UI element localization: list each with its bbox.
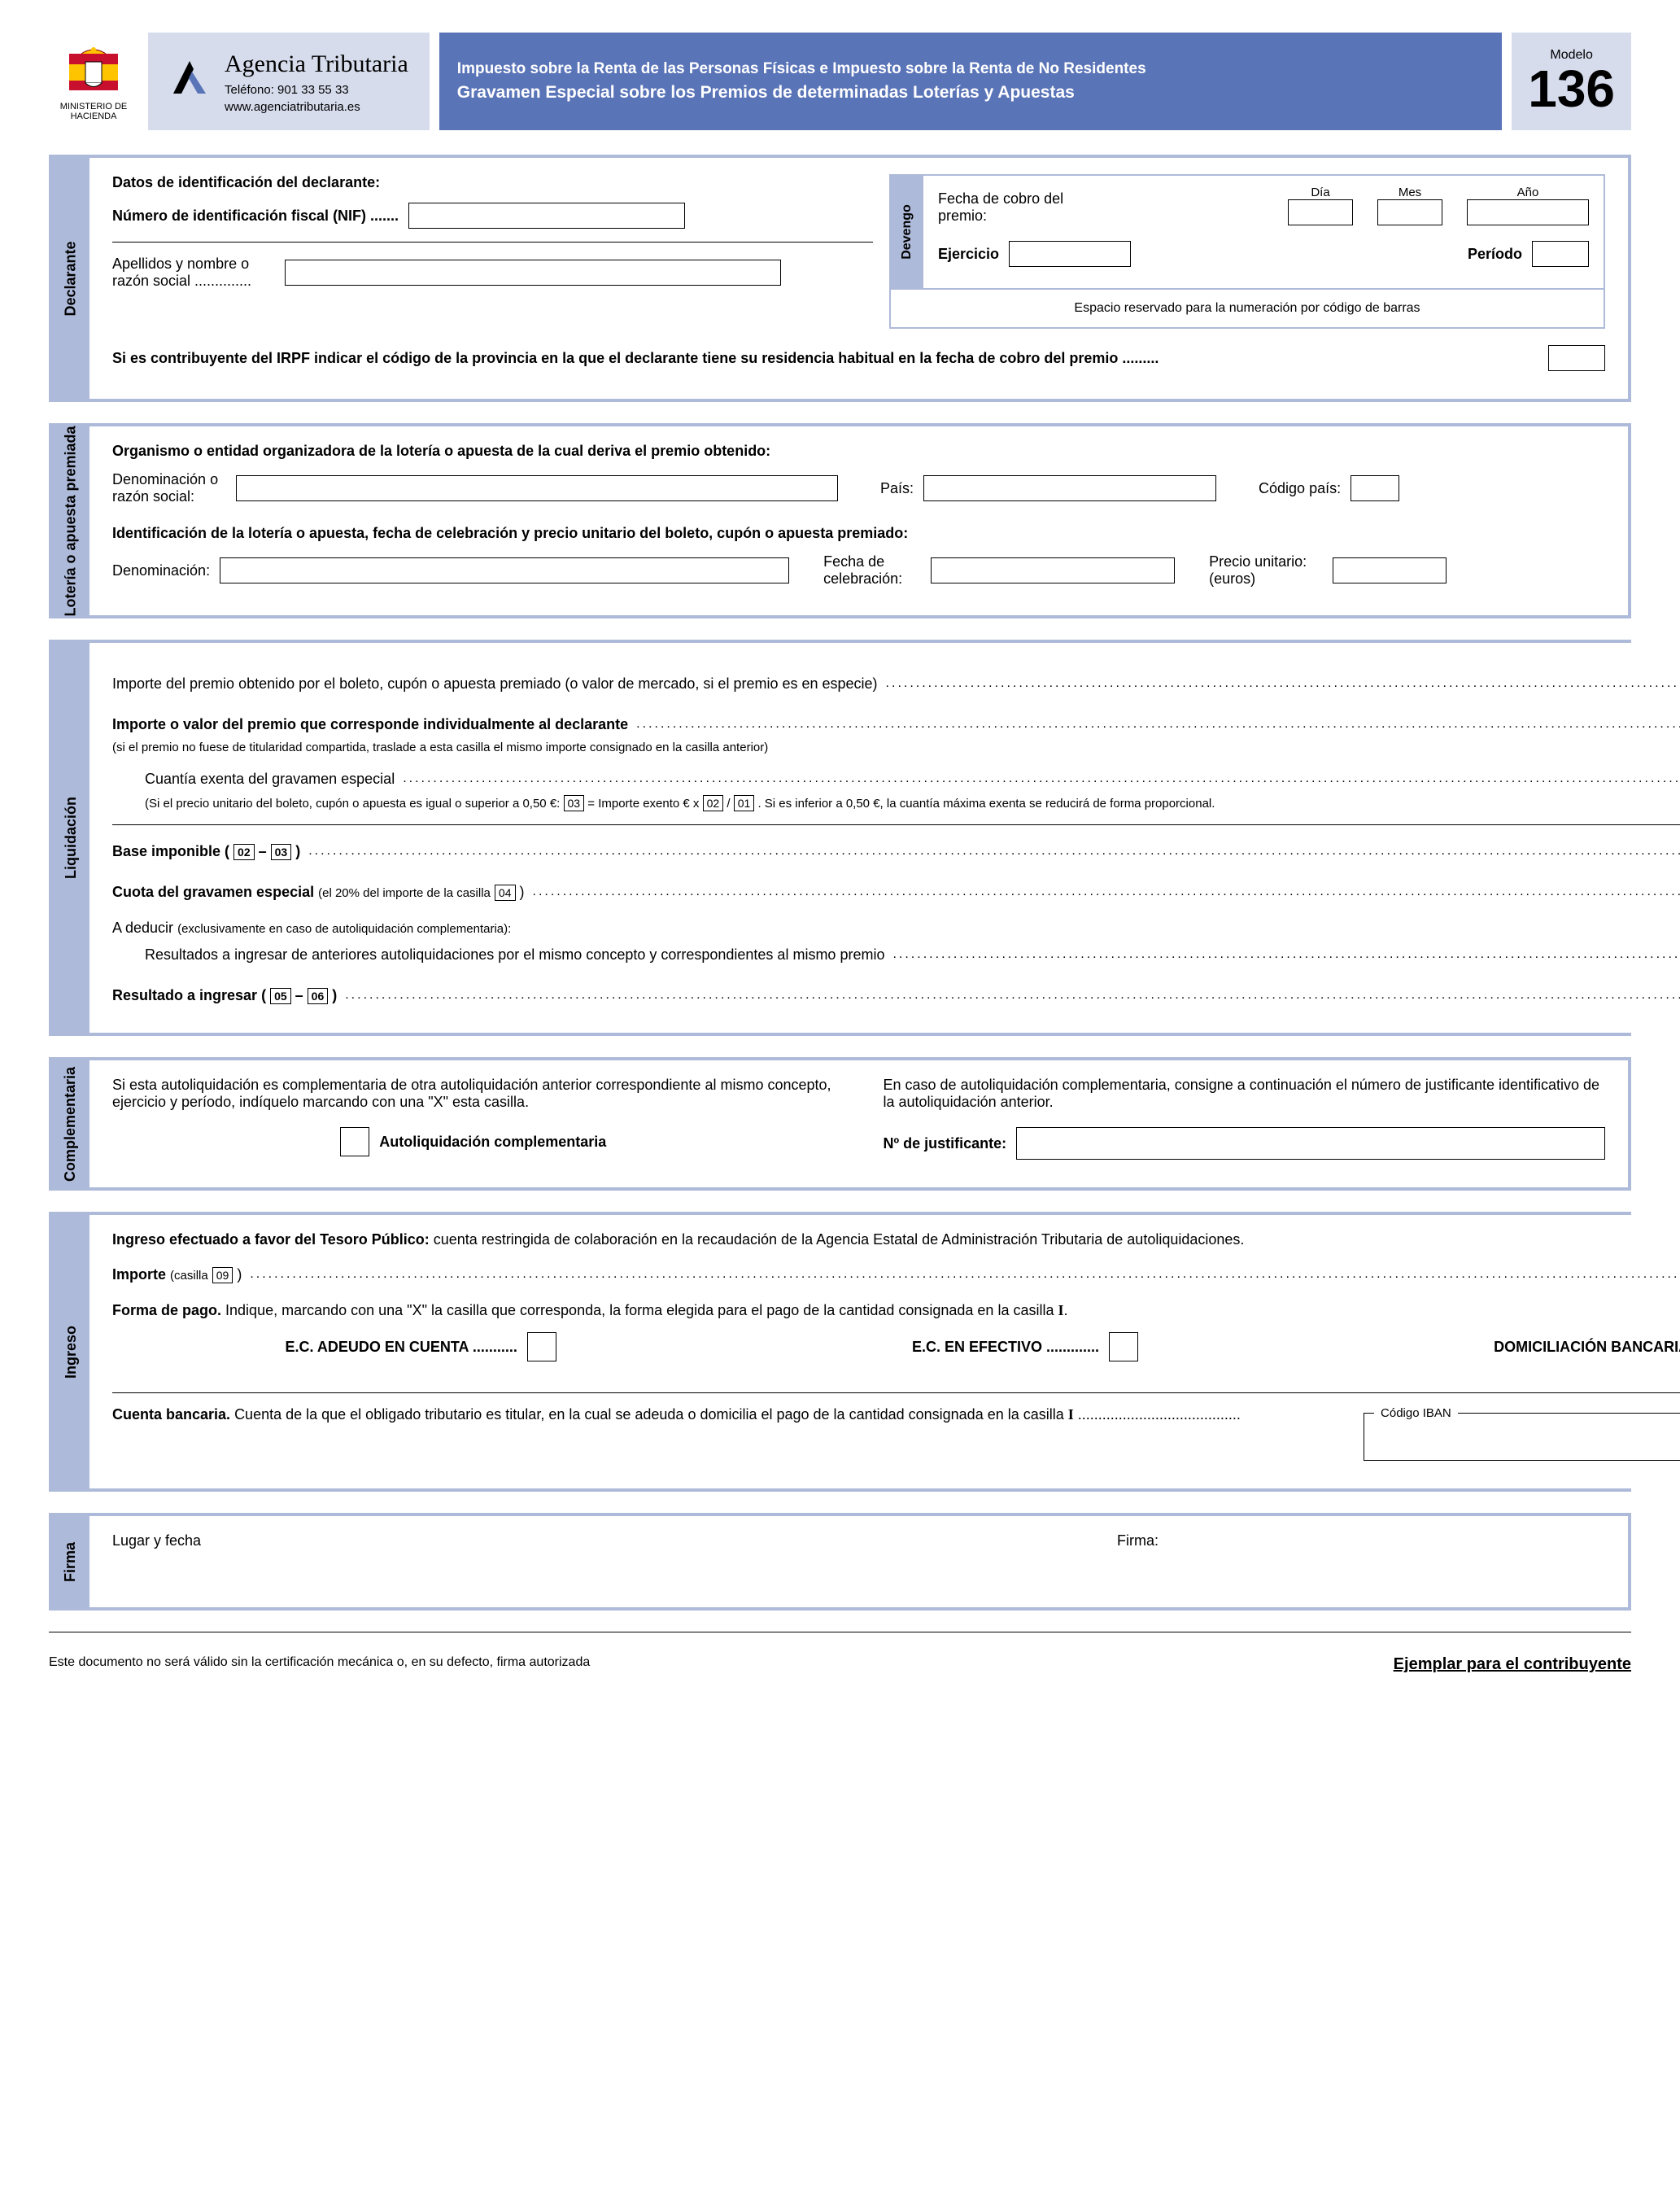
tab-firma: Firma <box>52 1516 89 1607</box>
province-text: Si es contribuyente del IRPF indicar el … <box>112 350 1538 367</box>
fecha-celeb-label: Fecha de celebración: <box>823 553 921 588</box>
l02-note: (si el premio no fuese de titularidad co… <box>112 741 1680 754</box>
periodo-input[interactable] <box>1532 241 1589 267</box>
agency-name: Agencia Tributaria <box>225 47 408 81</box>
l04-label: Base imponible ( 02 – 03 ) <box>112 843 300 860</box>
precio-label: Precio unitario: (euros) <box>1209 553 1323 588</box>
ident-heading: Identificación de la lotería o apuesta, … <box>112 525 1605 542</box>
l01-label: Importe del premio obtenido por el bolet… <box>112 675 878 693</box>
l06-pre: A deducir (exclusivamente en caso de aut… <box>112 920 1680 937</box>
lugar-label: Lugar y fecha <box>112 1532 1117 1591</box>
section-complementaria: Complementaria Si esta autoliquidación e… <box>49 1057 1631 1191</box>
decl-heading: Datos de identificación del declarante: <box>112 174 873 191</box>
tab-declarante: Declarante <box>52 158 89 399</box>
agency-box: Agencia Tributaria Teléfono: 901 33 55 3… <box>148 33 430 130</box>
title-line1: Impuesto sobre la Renta de las Personas … <box>457 60 1484 78</box>
comp-check-label: Autoliquidación complementaria <box>379 1134 606 1151</box>
fecha-celeb-input[interactable] <box>931 557 1175 583</box>
ministry-label: MINISTERIO DE HACIENDA <box>49 102 138 121</box>
ingreso-line1: Ingreso efectuado a favor del Tesoro Púb… <box>112 1231 1680 1248</box>
nif-input[interactable] <box>408 203 685 229</box>
codigo-pais-label: Código país: <box>1259 480 1341 497</box>
section-ingreso: Ingreso Ingreso efectuado a favor del Te… <box>49 1212 1631 1492</box>
tab-liquidacion: Liquidación <box>52 643 89 1033</box>
opt2-checkbox[interactable] <box>1109 1332 1138 1361</box>
agency-text: Agencia Tributaria Teléfono: 901 33 55 3… <box>225 47 408 116</box>
firma-label: Firma: <box>1117 1532 1605 1591</box>
l03-note: (Si el precio unitario del boleto, cupón… <box>145 795 1680 811</box>
devengo-box: Devengo Fecha de cobro del premio: Día M… <box>889 174 1605 290</box>
justif-input[interactable] <box>1016 1127 1605 1160</box>
modelo-box: Modelo 136 <box>1512 33 1631 130</box>
province-input[interactable] <box>1548 345 1605 371</box>
forma-line: Forma de pago. Indique, marcando con una… <box>112 1302 1680 1319</box>
pais-input[interactable] <box>923 475 1216 501</box>
l02-label: Importe o valor del premio que correspon… <box>112 716 628 733</box>
l03-label: Cuantía exenta del gravamen especial <box>145 771 395 788</box>
footer-left: Este documento no será válido sin la cer… <box>49 1655 590 1674</box>
mes-input[interactable] <box>1377 199 1442 225</box>
denom-label: Denominación o razón social: <box>112 471 226 505</box>
header: MINISTERIO DE HACIENDA Agencia Tributari… <box>49 33 1631 130</box>
l05-label: Cuota del gravamen especial (el 20% del … <box>112 884 525 901</box>
section-declarante: Declarante Datos de identificación del d… <box>49 155 1631 402</box>
section-liquidacion: Liquidación Importe del premio obtenido … <box>49 640 1631 1036</box>
precio-input[interactable] <box>1333 557 1447 583</box>
tab-loteria: Lotería o apuesta premiada <box>52 426 89 615</box>
comp-left-text: Si esta autoliquidación es complementari… <box>112 1077 835 1111</box>
title-line2: Gravamen Especial sobre los Premios de d… <box>457 83 1484 103</box>
opt2-label: E.C. EN EFECTIVO ............. <box>912 1339 1099 1356</box>
opt1-label: E.C. ADEUDO EN CUENTA ........... <box>286 1339 517 1356</box>
l07-label: Resultado a ingresar ( 05 – 06 ) <box>112 987 337 1004</box>
section-firma: Firma Lugar y fecha Firma: <box>49 1513 1631 1611</box>
denom-input[interactable] <box>236 475 838 501</box>
spain-crest-icon <box>61 42 126 98</box>
fecha-cobro-label: Fecha de cobro del premio: <box>938 190 1068 225</box>
iban-fieldset: Código IBAN <box>1364 1406 1680 1461</box>
agency-logo-icon <box>169 57 210 107</box>
opt1-checkbox[interactable] <box>527 1332 556 1361</box>
iban-input[interactable] <box>1374 1427 1680 1449</box>
ejercicio-label: Ejercicio <box>938 246 999 263</box>
opt3-label: DOMICILIACIÓN BANCARIA ........... <box>1494 1339 1680 1356</box>
section-loteria: Lotería o apuesta premiada Organismo o e… <box>49 423 1631 618</box>
org-heading: Organismo o entidad organizadora de la l… <box>112 443 1605 460</box>
barcode-space: Espacio reservado para la numeración por… <box>889 290 1605 329</box>
dia-input[interactable] <box>1288 199 1353 225</box>
periodo-label: Período <box>1468 246 1522 263</box>
importe-label: Importe (casilla 09 ) <box>112 1266 242 1283</box>
justif-label: Nº de justificante: <box>884 1135 1007 1152</box>
pais-label: País: <box>880 480 914 497</box>
ejercicio-input[interactable] <box>1009 241 1131 267</box>
agency-phone: Teléfono: 901 33 55 33 <box>225 81 408 98</box>
l06-label: Resultados a ingresar de anteriores auto… <box>145 946 884 964</box>
cuenta-line: Cuenta bancaria. Cuenta de la que el obl… <box>112 1406 1354 1423</box>
footer-right: Ejemplar para el contribuyente <box>1394 1655 1631 1674</box>
name-label: Apellidos y nombre o razón social ......… <box>112 256 275 290</box>
agency-web: www.agenciatributaria.es <box>225 98 408 116</box>
comp-right-text: En caso de autoliquidación complementari… <box>884 1077 1606 1111</box>
comp-checkbox[interactable] <box>340 1127 369 1156</box>
denom2-input[interactable] <box>220 557 789 583</box>
title-box: Impuesto sobre la Renta de las Personas … <box>439 33 1502 130</box>
name-input[interactable] <box>285 260 781 286</box>
footer: Este documento no será válido sin la cer… <box>49 1649 1631 1674</box>
denom2-label: Denominación: <box>112 562 210 579</box>
tab-ingreso: Ingreso <box>52 1215 89 1488</box>
nif-label: Número de identificación fiscal (NIF) ..… <box>112 208 399 225</box>
codigo-pais-input[interactable] <box>1351 475 1399 501</box>
crest-box: MINISTERIO DE HACIENDA <box>49 33 138 130</box>
modelo-num: 136 <box>1528 63 1615 115</box>
ano-input[interactable] <box>1467 199 1589 225</box>
tab-complementaria: Complementaria <box>52 1060 89 1187</box>
